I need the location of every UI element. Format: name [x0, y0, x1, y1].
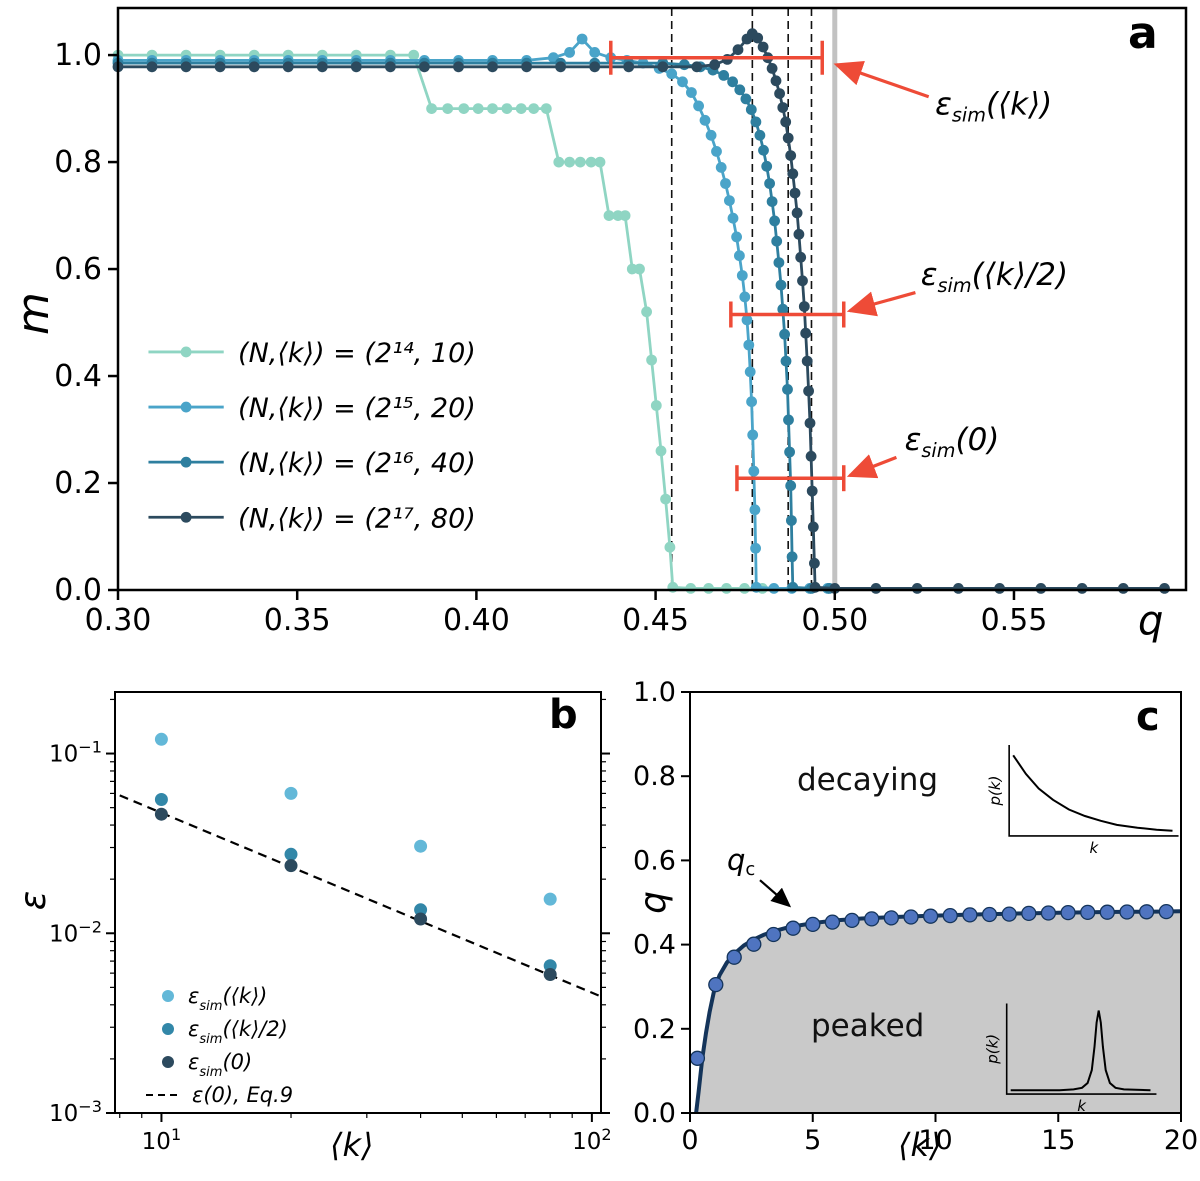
panel-c-plot: 0 5 10 15 20 0.0 0.2 0.4 0.6 0.8 1.0 p(k) k p(k) k [633, 677, 1198, 1156]
inset-axes [1008, 745, 1179, 837]
scatter-eps-sim-0 [154, 807, 557, 981]
svg-text:0.40: 0.40 [443, 603, 510, 638]
svg-text:15: 15 [1041, 1125, 1075, 1156]
panel-a-plot: 0.30 0.35 0.40 0.45 0.50 0.55 0.0 0.2 0.4 0.6 0.8 1… [54, 6, 1188, 638]
inset-curve [1010, 1010, 1151, 1092]
math-label: εsim(⟨k⟩/2) [188, 1017, 288, 1047]
svg-text:20: 20 [1164, 1125, 1198, 1156]
svg-text:0.0: 0.0 [633, 1098, 676, 1129]
panel-a-legend: (N,⟨k⟩) = (2¹⁴, 10) (N,⟨k⟩) = (2¹⁵, 20) (N… [148, 338, 476, 534]
inset-curve [1012, 754, 1173, 832]
inset-ylabel: p(k) [986, 776, 1004, 807]
svg-text:1.0: 1.0 [633, 677, 676, 708]
math-label: εsim(⟨k⟩) [188, 984, 267, 1014]
peaked-inset: p(k) k [984, 1003, 1157, 1115]
svg-text:(N,⟨k⟩) = (2¹⁷, 80): (N,⟨k⟩) = (2¹⁷, 80) [238, 503, 476, 534]
svg-text:0.8: 0.8 [633, 761, 676, 792]
annotation-eps-sim-0: εsim(0) [735, 422, 1000, 492]
series-N17-k80 [112, 28, 1170, 594]
annotation-arrow [846, 291, 916, 317]
svg-text:(N,⟨k⟩) = (2¹⁵, 20): (N,⟨k⟩) = (2¹⁵, 20) [238, 393, 476, 424]
svg-text:(N,⟨k⟩) = (2¹⁶, 40): (N,⟨k⟩) = (2¹⁶, 40) [238, 448, 476, 479]
svg-text:0.0: 0.0 [54, 573, 102, 608]
svg-text:10−3: 10−3 [49, 1097, 102, 1127]
annotation-arrow [846, 454, 898, 479]
inset-ylabel: p(k) [984, 1034, 1002, 1065]
panel-b-frame [114, 691, 602, 1114]
svg-text:k: k [1090, 839, 1100, 857]
math-label: ε(0), Eq.9 [192, 1083, 293, 1107]
svg-text:0.6: 0.6 [633, 845, 676, 876]
panel-b-plot: 101 102 10−1 10−2 10−3 εsim(⟨k⟩)εsim(⟨k⟩/2)εs… [49, 691, 612, 1155]
svg-text:10−1: 10−1 [49, 738, 102, 768]
panel-a-frame [116, 6, 1188, 592]
svg-text:102: 102 [572, 1125, 612, 1155]
svg-text:(N,⟨k⟩) = (2¹⁴, 10): (N,⟨k⟩) = (2¹⁴, 10) [238, 338, 476, 369]
svg-text:0.4: 0.4 [54, 359, 102, 394]
svg-text:101: 101 [142, 1125, 182, 1155]
svg-text:5: 5 [804, 1125, 821, 1156]
svg-text:0.55: 0.55 [981, 603, 1048, 638]
svg-text:1.0: 1.0 [54, 38, 102, 73]
math-label: εsim(0) [188, 1050, 252, 1080]
scatter-eps-sim-k-half [154, 793, 557, 973]
svg-text:10−2: 10−2 [49, 917, 102, 947]
math-label: εsim(⟨k⟩/2) [921, 257, 1068, 297]
qc-arrow [759, 879, 792, 908]
panel-b-legend: εsim(⟨k⟩)εsim(⟨k⟩/2)εsim(0) ε(0), Eq.9 [146, 984, 293, 1107]
svg-text:0.30: 0.30 [85, 603, 152, 638]
svg-text:k: k [1077, 1097, 1087, 1115]
math-label: εsim(⟨k⟩) [935, 86, 1052, 126]
qc-simulation-points [689, 903, 1174, 1066]
decaying-inset: p(k) k [986, 745, 1179, 857]
svg-text:0.2: 0.2 [633, 1014, 676, 1045]
svg-text:0.4: 0.4 [633, 930, 676, 961]
svg-text:0.8: 0.8 [54, 145, 102, 180]
annotation-eps-sim-k: εsim(⟨k⟩) [609, 40, 1052, 126]
fit-line-eq9 [119, 794, 602, 998]
annotation-arrow [833, 61, 930, 99]
svg-text:0.50: 0.50 [801, 603, 868, 638]
annotation-eps-sim-k-half: εsim(⟨k⟩/2) [729, 257, 1068, 328]
svg-text:0.2: 0.2 [54, 466, 102, 501]
svg-text:0.6: 0.6 [54, 252, 102, 287]
math-label: εsim(0) [905, 422, 1000, 462]
peaked-region-fill [696, 911, 1181, 1113]
scatter-eps-sim-k [154, 732, 557, 906]
inset-axes [1005, 1003, 1157, 1095]
svg-text:10: 10 [918, 1125, 952, 1156]
svg-text:0.35: 0.35 [264, 603, 331, 638]
svg-text:0.45: 0.45 [622, 603, 689, 638]
svg-text:0: 0 [681, 1125, 698, 1156]
